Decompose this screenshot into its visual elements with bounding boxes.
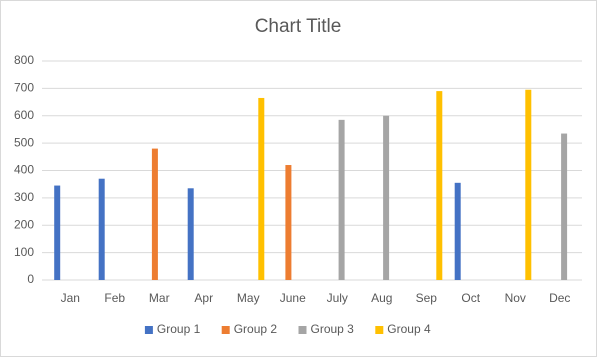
x-tick-label: Apr <box>194 291 213 305</box>
chart-title: Chart Title <box>255 16 342 37</box>
bar <box>187 188 194 280</box>
y-tick-label: 0 <box>27 272 34 286</box>
y-tick-label: 400 <box>14 163 34 177</box>
legend-label: Group 2 <box>234 322 278 336</box>
y-tick-label: 500 <box>14 135 34 149</box>
x-tick-label: Mar <box>149 291 170 305</box>
bar <box>436 91 443 280</box>
bar <box>383 115 390 280</box>
x-tick-label: June <box>280 291 306 305</box>
y-tick-label: 300 <box>14 190 34 204</box>
bar <box>151 148 158 280</box>
bar <box>258 97 265 280</box>
legend-label: Group 4 <box>387 322 431 336</box>
bar <box>98 178 105 280</box>
bar <box>285 165 292 280</box>
y-tick-label: 700 <box>14 81 34 95</box>
legend-swatch <box>298 326 307 334</box>
x-tick-label: Dec <box>549 291 570 305</box>
bar <box>561 133 568 280</box>
x-tick-label: Nov <box>505 291 526 305</box>
y-tick-label: 200 <box>14 217 34 231</box>
legend-label: Group 1 <box>157 322 201 336</box>
bar <box>54 185 61 280</box>
legend-swatch <box>375 326 384 334</box>
x-tick-label: Feb <box>104 291 125 305</box>
y-tick-label: 100 <box>14 245 34 259</box>
legend-swatch <box>221 326 230 334</box>
x-tick-label: Jan <box>61 291 80 305</box>
x-tick-label: Oct <box>461 291 480 305</box>
legend-label: Group 3 <box>311 322 355 336</box>
x-tick-label: May <box>237 291 260 305</box>
x-tick-label: July <box>327 291 348 305</box>
x-tick-label: Sep <box>416 291 438 305</box>
bar <box>338 119 345 280</box>
bar <box>525 89 532 281</box>
bar <box>454 182 461 280</box>
y-tick-label: 800 <box>14 53 34 67</box>
x-tick-label: Aug <box>371 291 392 305</box>
y-tick-label: 600 <box>14 108 34 122</box>
legend-swatch <box>144 326 153 334</box>
